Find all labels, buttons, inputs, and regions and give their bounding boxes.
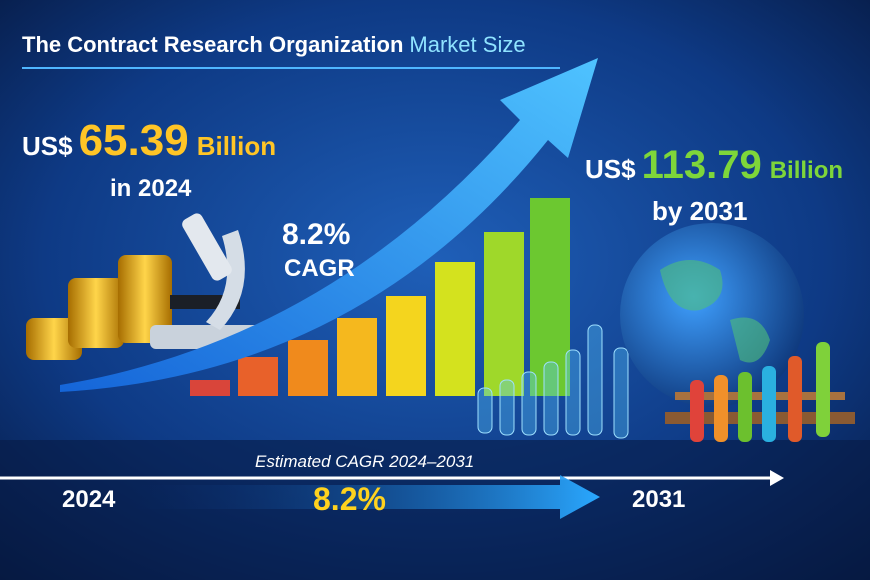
timeline-caption: Estimated CAGR 2024–2031 bbox=[255, 452, 474, 471]
bar bbox=[386, 296, 426, 396]
title: The Contract Research Organization Market… bbox=[22, 32, 526, 57]
unit: Billion bbox=[770, 157, 843, 184]
test-tube bbox=[816, 342, 830, 437]
bar bbox=[484, 232, 524, 396]
growth-bars bbox=[190, 198, 570, 396]
rack-shelf bbox=[675, 392, 845, 400]
amount: 65.39 bbox=[79, 116, 189, 165]
timeline-arrow bbox=[130, 475, 600, 519]
amount: 113.79 bbox=[642, 143, 762, 187]
start-period: in 2024 bbox=[110, 175, 192, 202]
bar bbox=[288, 340, 328, 396]
glass-tube bbox=[565, 349, 581, 436]
test-tube-rack bbox=[665, 342, 855, 442]
bar bbox=[435, 262, 475, 396]
title-highlight: Market Size bbox=[409, 32, 525, 57]
bar bbox=[190, 380, 230, 396]
glass-tube bbox=[543, 361, 559, 436]
start-value: US$ 65.39 Billion bbox=[22, 116, 276, 165]
timeline-arrowhead bbox=[770, 470, 784, 486]
bar bbox=[337, 318, 377, 396]
growth-arrow bbox=[60, 58, 598, 392]
glass-tube bbox=[587, 324, 603, 436]
coins bbox=[26, 255, 172, 360]
floor bbox=[0, 440, 870, 580]
glass-tubes bbox=[477, 324, 629, 439]
coin-stack bbox=[68, 278, 124, 348]
test-tube bbox=[738, 372, 752, 442]
currency: US$ bbox=[22, 131, 73, 161]
test-tube bbox=[690, 380, 704, 442]
microscope-tube bbox=[182, 213, 232, 281]
currency: US$ bbox=[585, 154, 636, 184]
rack-base bbox=[665, 412, 855, 424]
coin-stack bbox=[118, 255, 172, 343]
glass-tube bbox=[499, 379, 515, 436]
cagr-rate: 8.2% bbox=[282, 218, 350, 251]
test-tube bbox=[762, 366, 776, 442]
cagr-label: CAGR bbox=[284, 255, 355, 282]
end-period: by 2031 bbox=[652, 196, 747, 226]
globe bbox=[620, 223, 804, 407]
unit: Billion bbox=[197, 131, 276, 161]
timeline-start: 2024 bbox=[62, 486, 116, 513]
title-text: The Contract Research Organization bbox=[22, 32, 403, 57]
end-value: US$ 113.79 Billion bbox=[585, 143, 843, 187]
test-tube bbox=[788, 356, 802, 442]
test-tube bbox=[714, 375, 728, 442]
bar bbox=[530, 198, 570, 396]
bar bbox=[238, 357, 278, 396]
globe-land bbox=[660, 260, 770, 363]
glass-tube bbox=[521, 371, 537, 436]
glass-tube bbox=[613, 347, 629, 439]
timeline-end: 2031 bbox=[632, 486, 685, 513]
microscope-arm bbox=[206, 230, 245, 330]
timeline-rate: 8.2% bbox=[313, 481, 386, 517]
glass-tube bbox=[477, 387, 493, 434]
